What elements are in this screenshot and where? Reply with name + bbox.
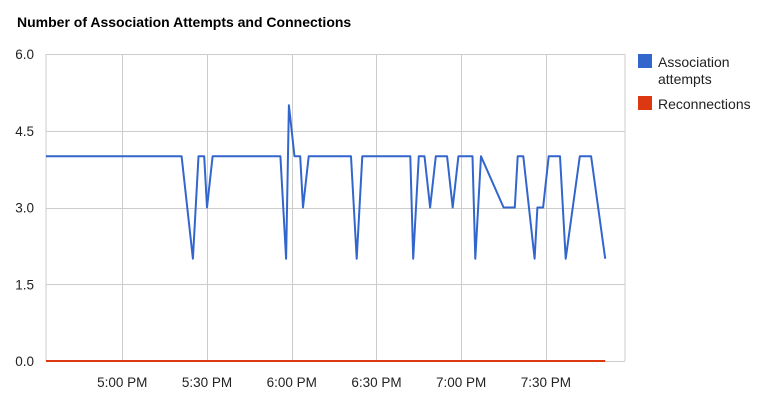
legend-swatch-reconnections xyxy=(638,96,652,110)
y-tick-label: 6.0 xyxy=(15,47,34,62)
x-tick-label: 6:00 PM xyxy=(267,375,317,390)
x-tick-label: 5:00 PM xyxy=(97,375,147,390)
x-axis-ticks: 5:00 PM 5:30 PM 6:00 PM 6:30 PM 7:00 PM 7:30 … xyxy=(97,375,571,390)
legend: Association attempts Reconnections xyxy=(638,54,761,121)
series-lines xyxy=(46,104,607,362)
legend-swatch-association-attempts xyxy=(638,54,652,68)
x-tick-label: 6:30 PM xyxy=(351,375,401,390)
y-tick-label: 3.0 xyxy=(15,201,34,216)
chart-title: Number of Association Attempts and Conne… xyxy=(17,14,352,30)
y-tick-label: 4.5 xyxy=(15,124,34,139)
x-tick-label: 5:30 PM xyxy=(182,375,232,390)
legend-label-association-attempts: Association attempts xyxy=(658,54,730,87)
y-tick-label: 0.0 xyxy=(15,354,34,369)
legend-label-reconnections: Reconnections xyxy=(658,96,751,112)
legend-item-association-attempts[interactable]: Association attempts xyxy=(638,54,761,88)
y-axis-ticks: 6.0 4.5 3.0 1.5 0.0 xyxy=(15,47,34,369)
x-tick-label: 7:00 PM xyxy=(436,375,486,390)
y-tick-label: 1.5 xyxy=(15,277,34,292)
legend-item-reconnections[interactable]: Reconnections xyxy=(638,96,761,113)
x-tick-label: 7:30 PM xyxy=(521,375,571,390)
series-line-association-attempts[interactable] xyxy=(46,104,607,260)
